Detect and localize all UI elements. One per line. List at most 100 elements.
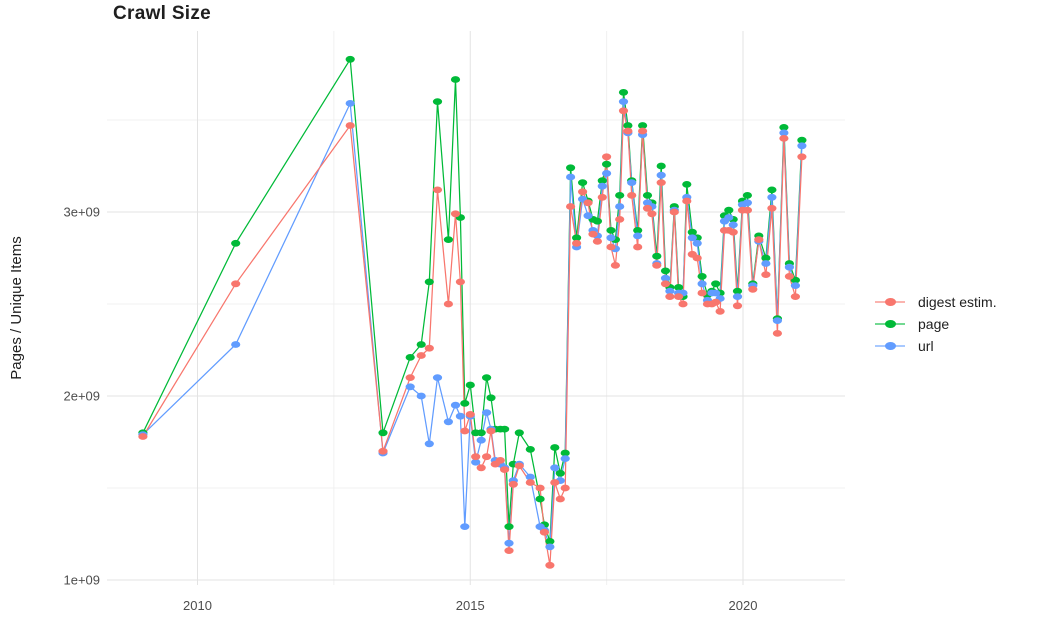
data-point bbox=[647, 210, 657, 218]
data-point bbox=[797, 142, 807, 150]
data-point bbox=[606, 234, 616, 242]
data-point bbox=[476, 436, 486, 444]
data-point bbox=[416, 341, 426, 348]
data-point bbox=[405, 354, 415, 361]
data-point bbox=[724, 214, 734, 221]
data-point bbox=[597, 182, 607, 190]
data-point bbox=[623, 122, 633, 129]
y-tick-label: 1e+09 bbox=[63, 573, 100, 588]
data-point bbox=[471, 458, 481, 466]
data-point bbox=[476, 464, 486, 472]
y-tick-label: 2e+09 bbox=[63, 389, 100, 404]
data-point bbox=[471, 453, 481, 461]
data-point bbox=[761, 260, 771, 267]
data-point bbox=[627, 192, 637, 199]
data-point bbox=[443, 236, 453, 244]
data-point bbox=[790, 282, 801, 289]
data-point bbox=[784, 263, 795, 271]
data-point bbox=[450, 210, 461, 218]
data-point bbox=[508, 480, 518, 488]
legend-key-digest-line-dot-icon bbox=[875, 295, 905, 309]
legend-label-page: page bbox=[918, 316, 950, 332]
data-point bbox=[606, 227, 616, 234]
y-axis-title: Pages / Unique Items bbox=[8, 236, 25, 380]
data-point bbox=[687, 234, 697, 242]
data-point bbox=[455, 412, 465, 420]
data-point bbox=[476, 429, 486, 437]
data-point bbox=[572, 239, 582, 247]
data-point bbox=[715, 308, 725, 315]
data-point bbox=[555, 495, 565, 503]
data-point bbox=[797, 136, 807, 144]
data-point bbox=[535, 484, 545, 492]
data-point bbox=[660, 274, 671, 282]
data-point bbox=[602, 153, 612, 161]
data-point bbox=[633, 243, 643, 251]
data-point bbox=[606, 243, 616, 251]
legend-item-digest-estim: digest estim. bbox=[875, 291, 997, 313]
data-point bbox=[772, 330, 783, 337]
data-point bbox=[545, 561, 555, 569]
data-point bbox=[711, 280, 721, 288]
data-point bbox=[482, 374, 492, 381]
data-point bbox=[638, 127, 648, 135]
data-point bbox=[711, 298, 721, 306]
data-point bbox=[742, 206, 753, 214]
data-point bbox=[465, 381, 475, 389]
data-point bbox=[424, 344, 434, 352]
data-point bbox=[656, 179, 666, 187]
data-point bbox=[772, 317, 783, 324]
data-point bbox=[345, 122, 355, 129]
legend-item-url: url bbox=[875, 335, 997, 357]
data-point bbox=[578, 179, 588, 187]
data-point bbox=[682, 197, 692, 205]
data-point bbox=[682, 181, 692, 188]
legend-key-page-line-dot-icon bbox=[875, 317, 905, 331]
series-line-digest-estim bbox=[142, 110, 803, 566]
data-point bbox=[674, 284, 684, 291]
data-point bbox=[504, 547, 514, 554]
data-point bbox=[697, 273, 707, 280]
gridlines-minor bbox=[107, 31, 845, 585]
data-point bbox=[797, 153, 807, 161]
legend-label-digest-estim: digest estim. bbox=[918, 294, 997, 310]
data-point bbox=[443, 418, 453, 426]
data-point bbox=[633, 232, 643, 240]
data-point bbox=[405, 383, 415, 391]
data-point bbox=[615, 216, 625, 223]
data-point bbox=[728, 228, 738, 236]
data-point bbox=[231, 280, 241, 288]
legend-item-page: page bbox=[875, 313, 997, 335]
data-point bbox=[416, 392, 426, 400]
data-point bbox=[566, 173, 576, 181]
data-point bbox=[482, 409, 492, 416]
y-tick-label: 3e+09 bbox=[63, 205, 100, 220]
data-point bbox=[482, 453, 492, 461]
legend-key-url-line-dot-icon bbox=[875, 339, 905, 353]
data-point bbox=[465, 411, 475, 418]
data-point bbox=[642, 204, 653, 212]
x-tick-label: 2015 bbox=[456, 598, 485, 613]
data-point bbox=[597, 177, 607, 185]
data-point bbox=[443, 300, 453, 308]
data-point bbox=[460, 427, 470, 435]
data-point bbox=[678, 300, 688, 308]
data-point bbox=[697, 280, 707, 288]
data-point bbox=[592, 217, 603, 225]
data-point bbox=[500, 466, 510, 473]
data-point bbox=[732, 293, 743, 300]
data-point bbox=[618, 98, 629, 105]
data-point bbox=[378, 447, 388, 455]
data-point bbox=[138, 433, 148, 440]
data-point bbox=[656, 171, 666, 179]
data-point bbox=[728, 221, 738, 229]
data-point bbox=[754, 236, 764, 244]
data-point bbox=[486, 427, 496, 435]
data-point bbox=[550, 444, 560, 451]
data-point bbox=[592, 238, 603, 245]
data-point bbox=[432, 98, 443, 105]
data-point bbox=[560, 455, 570, 462]
data-point bbox=[486, 394, 496, 402]
data-point bbox=[583, 199, 593, 207]
data-point bbox=[378, 429, 388, 437]
